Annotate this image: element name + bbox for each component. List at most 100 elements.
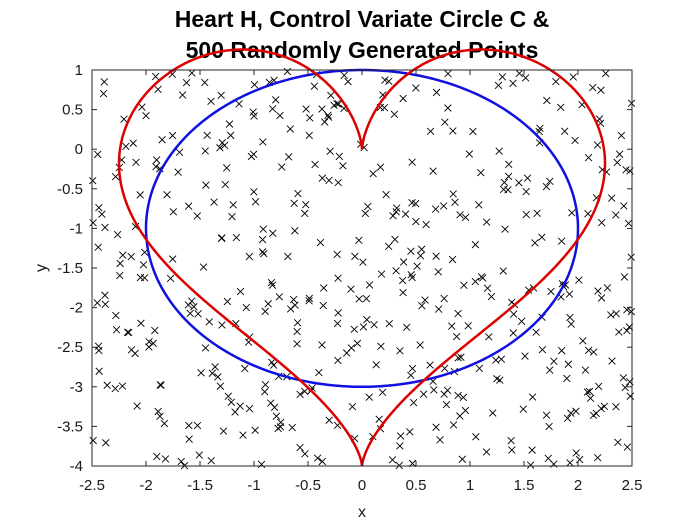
data-point-x-marker bbox=[231, 408, 239, 416]
data-point-x-marker bbox=[398, 276, 407, 285]
data-point-x-marker bbox=[286, 125, 295, 133]
data-point-x-marker bbox=[595, 115, 604, 123]
data-point-x-marker bbox=[396, 442, 404, 450]
data-point-x-marker bbox=[216, 382, 225, 390]
data-point-x-marker bbox=[326, 147, 334, 155]
data-point-x-marker bbox=[306, 114, 314, 122]
data-point-x-marker bbox=[178, 91, 187, 99]
data-point-x-marker bbox=[623, 326, 631, 335]
data-point-x-marker bbox=[95, 367, 103, 375]
data-point-x-marker bbox=[434, 268, 443, 276]
data-point-x-marker bbox=[334, 100, 343, 108]
data-point-x-marker bbox=[457, 353, 465, 361]
data-point-x-marker bbox=[296, 390, 304, 399]
data-point-x-marker bbox=[509, 310, 518, 318]
data-point-x-marker bbox=[584, 210, 592, 218]
data-point-x-marker bbox=[94, 243, 102, 251]
data-point-x-marker bbox=[190, 303, 198, 311]
data-point-x-marker bbox=[597, 294, 606, 302]
y-tick-label: -0.5 bbox=[57, 181, 83, 198]
data-point-x-marker bbox=[220, 141, 229, 150]
data-point-x-marker bbox=[485, 333, 493, 341]
data-point-x-marker bbox=[419, 390, 428, 398]
data-point-x-marker bbox=[482, 218, 491, 226]
data-point-x-marker bbox=[575, 276, 583, 284]
data-point-x-marker bbox=[521, 352, 529, 360]
data-point-x-marker bbox=[515, 179, 523, 187]
data-point-x-marker bbox=[533, 209, 541, 217]
data-point-x-marker bbox=[378, 388, 387, 397]
data-point-x-marker bbox=[302, 200, 310, 209]
data-point-x-marker bbox=[444, 104, 452, 112]
data-point-x-marker bbox=[389, 212, 397, 220]
data-point-x-marker bbox=[377, 342, 385, 351]
data-point-x-marker bbox=[449, 127, 457, 135]
data-point-x-marker bbox=[258, 248, 267, 256]
data-point-x-marker bbox=[154, 407, 162, 416]
data-point-x-marker bbox=[396, 432, 405, 440]
data-point-x-marker bbox=[111, 172, 120, 181]
data-point-x-marker bbox=[335, 152, 344, 161]
data-point-x-marker bbox=[407, 247, 415, 255]
data-point-x-marker bbox=[116, 259, 124, 268]
data-point-x-marker bbox=[259, 225, 267, 233]
data-point-x-marker bbox=[571, 136, 579, 145]
data-point-x-marker bbox=[94, 342, 103, 350]
data-point-x-marker bbox=[202, 181, 210, 189]
data-point-x-marker bbox=[465, 150, 474, 158]
data-point-x-marker bbox=[584, 153, 593, 162]
data-point-x-marker bbox=[330, 101, 338, 110]
x-tick-label: 1 bbox=[466, 477, 474, 494]
data-point-x-marker bbox=[377, 270, 386, 278]
data-point-x-marker bbox=[214, 373, 222, 381]
data-point-x-marker bbox=[408, 364, 417, 373]
data-point-x-marker bbox=[169, 208, 178, 216]
data-point-x-marker bbox=[177, 457, 185, 466]
data-point-x-marker bbox=[475, 201, 483, 209]
data-point-x-marker bbox=[556, 103, 565, 112]
data-point-x-marker bbox=[395, 461, 403, 470]
data-point-x-marker bbox=[277, 163, 286, 171]
data-point-x-marker bbox=[123, 328, 132, 336]
data-point-x-marker bbox=[291, 301, 299, 309]
random-points bbox=[88, 67, 636, 470]
data-point-x-marker bbox=[406, 428, 414, 436]
data-point-x-marker bbox=[226, 131, 235, 140]
y-tick-label: -4 bbox=[70, 458, 83, 475]
data-point-x-marker bbox=[448, 255, 457, 264]
data-point-x-marker bbox=[615, 150, 624, 158]
data-point-x-marker bbox=[320, 284, 328, 292]
data-point-x-marker bbox=[408, 273, 416, 282]
data-point-x-marker bbox=[169, 255, 177, 263]
data-point-x-marker bbox=[315, 368, 323, 377]
data-point-x-marker bbox=[174, 168, 182, 176]
data-point-x-marker bbox=[519, 405, 528, 413]
data-point-x-marker bbox=[594, 382, 603, 391]
data-point-x-marker bbox=[301, 209, 309, 218]
data-point-x-marker bbox=[334, 178, 342, 187]
data-point-x-marker bbox=[494, 81, 503, 90]
data-point-x-marker bbox=[284, 252, 292, 261]
data-point-x-marker bbox=[239, 431, 247, 439]
data-point-x-marker bbox=[232, 233, 241, 242]
data-point-x-marker bbox=[363, 315, 371, 324]
data-point-x-marker bbox=[399, 288, 407, 297]
data-point-x-marker bbox=[627, 307, 636, 316]
y-axis: 1 0.5 0 -0.5 -1 -1.5 -2 -2.5 -3 -3.5 -4 bbox=[57, 62, 632, 475]
data-point-x-marker bbox=[497, 355, 506, 363]
data-point-x-marker bbox=[495, 147, 503, 155]
x-tick-label: -1 bbox=[247, 477, 260, 494]
data-point-x-marker bbox=[102, 439, 110, 447]
data-point-x-marker bbox=[436, 436, 444, 444]
data-point-x-marker bbox=[207, 97, 215, 106]
data-point-x-marker bbox=[316, 238, 325, 247]
data-point-x-marker bbox=[475, 364, 484, 373]
data-point-x-marker bbox=[572, 449, 580, 457]
data-point-x-marker bbox=[228, 212, 236, 221]
data-point-x-marker bbox=[569, 73, 577, 81]
data-point-x-marker bbox=[566, 459, 574, 467]
data-point-x-marker bbox=[504, 172, 513, 181]
data-point-x-marker bbox=[365, 281, 374, 289]
data-point-x-marker bbox=[392, 267, 400, 275]
